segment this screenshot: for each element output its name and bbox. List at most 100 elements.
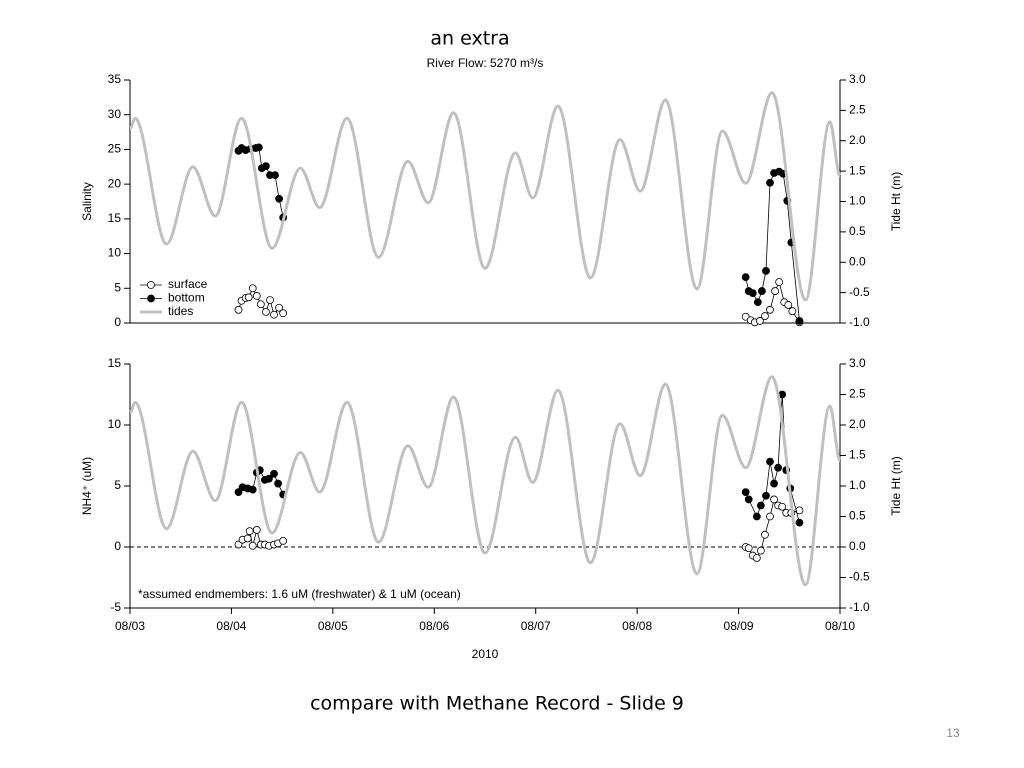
y-tick-label: 0 bbox=[114, 539, 121, 553]
y-tick-label: 10 bbox=[108, 417, 122, 431]
data-point bbox=[756, 546, 765, 555]
legend-label: tides bbox=[168, 304, 193, 318]
data-point bbox=[770, 495, 778, 504]
data-point bbox=[762, 267, 770, 275]
data-point bbox=[248, 284, 257, 293]
y-tick-label: 15 bbox=[108, 356, 122, 370]
y-tick-label: 35 bbox=[108, 72, 122, 86]
data-point bbox=[279, 309, 288, 318]
data-point bbox=[753, 298, 762, 307]
x-tick-label: 08/06 bbox=[419, 619, 449, 633]
chart-title: River Flow: 5270 m³/s bbox=[427, 56, 544, 70]
data-point bbox=[256, 300, 265, 309]
y-tick-label: -5 bbox=[110, 600, 121, 614]
data-point bbox=[248, 485, 257, 494]
y2-tick-label: 1.0 bbox=[849, 194, 866, 208]
y-tick-label: 20 bbox=[108, 176, 122, 190]
data-point bbox=[271, 171, 279, 180]
y2-tick-label: 3.0 bbox=[849, 356, 866, 370]
y2-tick-label: 3.0 bbox=[849, 72, 866, 86]
y2-axis-label: Tide Ht (m) bbox=[889, 456, 903, 516]
legend-marker bbox=[147, 294, 155, 303]
series-line bbox=[238, 498, 800, 559]
x-tick-label: 08/04 bbox=[216, 619, 246, 633]
data-point bbox=[788, 307, 797, 316]
data-point bbox=[279, 537, 288, 545]
data-point bbox=[758, 287, 766, 295]
y-axis-label: Salinity bbox=[80, 182, 94, 221]
legend-label: bottom bbox=[168, 291, 205, 305]
data-point bbox=[270, 310, 278, 319]
data-point bbox=[744, 495, 753, 504]
data-point bbox=[275, 303, 284, 312]
x-axis-label: 2010 bbox=[472, 647, 499, 661]
y2-tick-label: -1.0 bbox=[849, 315, 870, 329]
data-point bbox=[774, 463, 783, 472]
data-point bbox=[265, 474, 273, 483]
data-point bbox=[752, 554, 761, 562]
y-tick-label: 25 bbox=[108, 142, 122, 156]
page-number: 13 bbox=[946, 726, 960, 740]
y2-tick-label: -1.0 bbox=[849, 600, 870, 614]
data-point bbox=[761, 312, 769, 320]
y2-tick-label: 0.5 bbox=[849, 224, 866, 238]
data-point bbox=[756, 501, 765, 510]
data-point bbox=[755, 317, 764, 325]
data-point bbox=[252, 292, 261, 300]
data-point bbox=[262, 162, 270, 170]
data-point bbox=[762, 491, 770, 500]
tide-line bbox=[129, 375, 842, 587]
data-point bbox=[795, 317, 804, 325]
y2-tick-label: 0.0 bbox=[849, 254, 866, 268]
data-point bbox=[748, 289, 757, 298]
legend-label: surface bbox=[168, 277, 208, 291]
data-point bbox=[775, 278, 784, 286]
legend-marker bbox=[147, 281, 155, 289]
x-tick-label: 08/05 bbox=[318, 619, 348, 633]
x-tick-label: 08/03 bbox=[115, 619, 145, 633]
data-point bbox=[766, 305, 774, 314]
data-point bbox=[262, 307, 270, 316]
y-tick-label: 0 bbox=[114, 315, 121, 329]
y-axis-label: NH4⁺ (uM) bbox=[80, 457, 94, 515]
y2-tick-label: 0.0 bbox=[849, 539, 866, 553]
data-point bbox=[243, 534, 252, 543]
data-point bbox=[741, 273, 750, 282]
data-point bbox=[784, 301, 793, 309]
y2-tick-label: 0.5 bbox=[849, 509, 866, 523]
data-point bbox=[778, 502, 787, 511]
data-point bbox=[741, 488, 750, 497]
data-point bbox=[770, 479, 778, 488]
tide-line bbox=[129, 91, 842, 302]
y-tick-label: 5 bbox=[114, 280, 121, 294]
data-point bbox=[270, 469, 278, 478]
y2-tick-label: 1.0 bbox=[849, 478, 866, 492]
y2-tick-label: 2.0 bbox=[849, 417, 866, 431]
annotation: *assumed endmembers: 1.6 uM (freshwater)… bbox=[138, 587, 461, 601]
data-point bbox=[252, 526, 261, 534]
y2-axis-label: Tide Ht (m) bbox=[889, 172, 903, 232]
y-tick-label: 5 bbox=[114, 478, 121, 492]
y2-tick-label: 2.5 bbox=[849, 387, 866, 401]
data-point bbox=[744, 544, 753, 553]
x-tick-label: 08/10 bbox=[825, 619, 855, 633]
data-point bbox=[752, 512, 761, 521]
x-tick-label: 08/07 bbox=[521, 619, 551, 633]
slide-title: an extra bbox=[430, 28, 509, 50]
y2-tick-label: 1.5 bbox=[849, 163, 866, 177]
x-tick-label: 08/09 bbox=[724, 619, 754, 633]
y2-tick-label: 2.0 bbox=[849, 133, 866, 147]
data-point bbox=[761, 530, 769, 539]
data-point bbox=[766, 512, 774, 521]
y-tick-label: 15 bbox=[108, 211, 122, 225]
data-point bbox=[234, 305, 243, 314]
data-point bbox=[245, 527, 254, 536]
series-line bbox=[238, 394, 800, 523]
y2-tick-label: 1.5 bbox=[849, 448, 866, 462]
data-point bbox=[248, 541, 257, 550]
data-point bbox=[274, 479, 282, 488]
y2-tick-label: -0.5 bbox=[849, 285, 870, 299]
y-tick-label: 30 bbox=[108, 107, 122, 121]
y-tick-label: 10 bbox=[108, 246, 122, 260]
